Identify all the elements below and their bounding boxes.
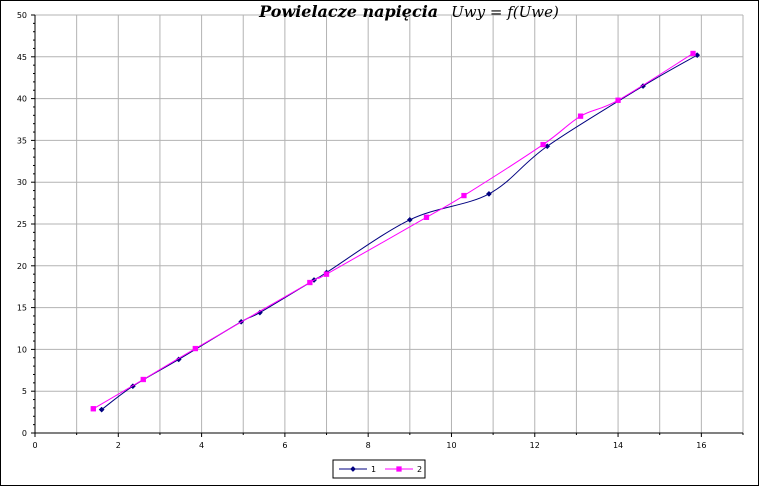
x-tick-label: 10 [446, 441, 456, 450]
x-tick-label: 0 [32, 441, 37, 450]
data-point-2 [307, 279, 313, 286]
y-tick-label: 5 [22, 387, 27, 396]
y-tick-label: 35 [17, 136, 27, 145]
series-layer [90, 50, 701, 413]
data-point-2 [323, 271, 330, 277]
data-point-1 [485, 190, 492, 197]
y-tick-label: 20 [17, 262, 27, 271]
chart-title-text: Powielacze napięcia Uwy = f(Uwe) [258, 2, 559, 21]
data-point-2 [423, 214, 430, 220]
x-tick-label: 14 [613, 441, 623, 450]
x-tick-label: 16 [696, 441, 706, 450]
gridlines [35, 14, 744, 433]
x-tick-label: 8 [366, 441, 371, 450]
legend-label-2: 2 [417, 465, 422, 474]
data-point-2 [192, 345, 198, 352]
legend-marker-1 [350, 466, 356, 472]
data-point-2 [461, 192, 467, 199]
y-tick-label: 40 [17, 95, 27, 104]
series-line-2 [93, 53, 694, 410]
y-tick-label: 0 [22, 429, 27, 438]
y-tick-label: 15 [17, 304, 27, 313]
y-tick-label: 10 [17, 345, 27, 354]
axes: 0 5 10 15 20 25 30 35 40 45 50 0 2 4 6 8 10 12 14 16 [17, 11, 744, 450]
y-tick-label: 50 [17, 11, 27, 20]
x-tick-label: 12 [530, 441, 540, 450]
data-point-1 [98, 406, 105, 413]
x-tick-label: 6 [282, 441, 287, 450]
y-tick-label: 30 [17, 178, 27, 187]
series-2 [90, 50, 696, 412]
data-point-1 [406, 216, 413, 223]
x-tick-label: 4 [199, 441, 204, 450]
y-tick-label: 45 [17, 53, 27, 62]
legend-label-1: 1 [371, 465, 376, 474]
data-point-2 [577, 113, 584, 119]
legend-marker-2 [396, 466, 402, 472]
data-point-2 [540, 141, 546, 148]
data-point-2 [615, 97, 621, 103]
chart-title-main: Powielacze napięcia [258, 2, 438, 21]
data-point-2 [90, 406, 96, 412]
data-point-2 [690, 50, 696, 57]
y-tick-label: 25 [17, 220, 27, 229]
x-tick-label: 2 [116, 441, 121, 450]
legend-box [332, 459, 426, 479]
chart-title-formula: Uwy = f(Uwe) [451, 3, 559, 21]
chart-title: Powielacze napięcia Uwy = f(Uwe) [258, 2, 559, 21]
data-point-2 [140, 376, 146, 383]
